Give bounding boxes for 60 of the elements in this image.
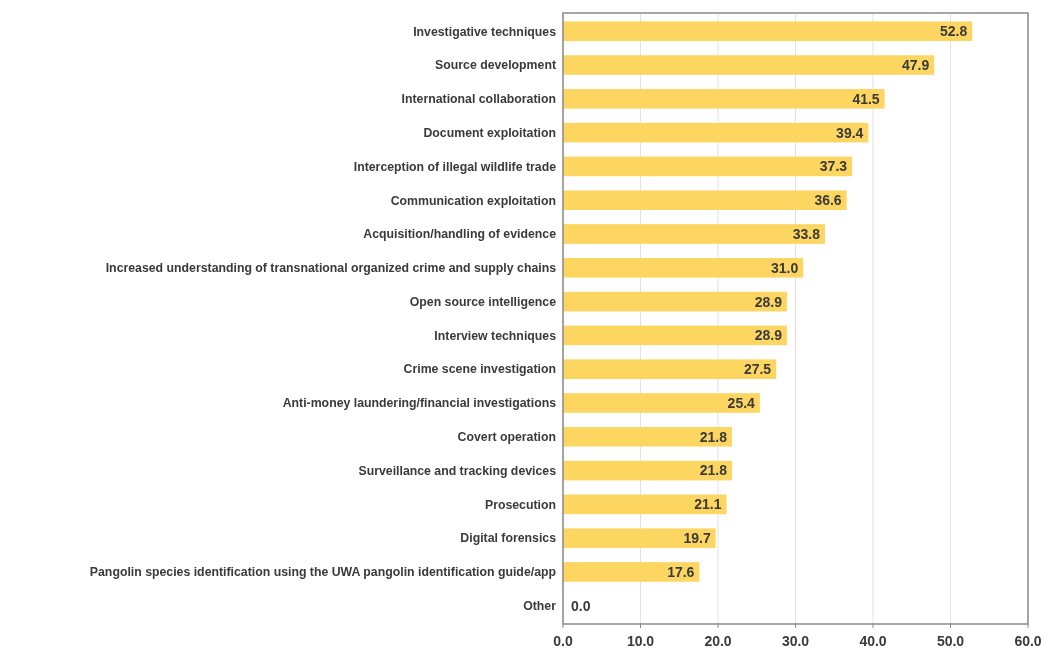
bar xyxy=(563,122,869,143)
y-tick-label: Acquisition/handling of evidence xyxy=(363,227,557,242)
y-tick-label: Pangolin species identification using the UWA pangolin identification guide/app xyxy=(89,565,556,580)
data-label: 19.7 xyxy=(683,530,711,547)
data-label: 41.5 xyxy=(852,90,880,107)
data-label: 47.9 xyxy=(901,56,930,73)
data-label: 0.0 xyxy=(571,597,591,614)
y-tick-label: Source development xyxy=(435,58,556,73)
data-label: 37.3 xyxy=(819,158,848,175)
bar xyxy=(563,291,787,312)
y-tick-label: Covert operation xyxy=(457,430,556,445)
y-tick-label: Interception of illegal wildlife trade xyxy=(353,159,557,174)
data-label: 31.0 xyxy=(771,259,799,276)
y-tick-label: International collaboration xyxy=(401,92,556,107)
data-label: 52.8 xyxy=(939,23,968,40)
data-label: 21.8 xyxy=(699,428,728,445)
data-label: 21.1 xyxy=(694,496,722,513)
y-tick-label: Anti-money laundering/financial investigations xyxy=(282,396,557,411)
x-tick-label: 60.0 xyxy=(1014,633,1042,649)
x-tick-label: 0.0 xyxy=(553,633,573,649)
bar xyxy=(563,494,727,515)
y-tick-label: Increased understanding of transnational organized crime and supply chains xyxy=(105,261,557,276)
data-label: 28.9 xyxy=(754,293,783,310)
y-tick-label: Prosecution xyxy=(484,497,556,512)
data-label: 28.9 xyxy=(754,327,783,344)
y-tick-label: Interview techniques xyxy=(434,328,557,343)
y-tick-label: Crime scene investigation xyxy=(403,362,556,377)
bar xyxy=(563,224,825,244)
data-label: 36.6 xyxy=(814,192,842,209)
data-label: 25.4 xyxy=(727,394,756,411)
bar xyxy=(563,190,847,211)
bar xyxy=(563,562,700,582)
x-tick-label: 40.0 xyxy=(859,633,887,649)
bar xyxy=(563,359,777,379)
bar xyxy=(563,325,787,346)
y-tick-label: Communication exploitation xyxy=(390,193,556,208)
bar xyxy=(563,528,716,548)
data-label: 17.6 xyxy=(667,563,695,580)
y-tick-label: Investigative techniques xyxy=(413,24,557,39)
data-label: 39.4 xyxy=(836,124,864,141)
data-label: 33.8 xyxy=(792,225,821,242)
bar xyxy=(563,460,732,481)
bar xyxy=(563,55,935,75)
bar xyxy=(563,258,804,278)
y-tick-label: Document exploitation xyxy=(423,125,556,140)
y-tick-label: Digital forensics xyxy=(460,531,557,546)
x-tick-label: 50.0 xyxy=(936,633,965,649)
y-tick-label: Surveillance and tracking devices xyxy=(358,463,557,478)
y-tick-label: Open source intelligence xyxy=(409,294,557,309)
x-tick-label: 10.0 xyxy=(626,633,655,649)
bar xyxy=(563,393,760,413)
bar xyxy=(563,89,885,109)
bar xyxy=(563,156,853,177)
x-tick-label: 30.0 xyxy=(781,633,810,649)
data-label: 27.5 xyxy=(743,361,772,378)
bar xyxy=(563,426,732,447)
data-label: 21.8 xyxy=(699,462,728,479)
bar xyxy=(563,21,973,42)
x-tick-label: 20.0 xyxy=(704,633,732,649)
y-tick-label: Other xyxy=(523,599,557,614)
